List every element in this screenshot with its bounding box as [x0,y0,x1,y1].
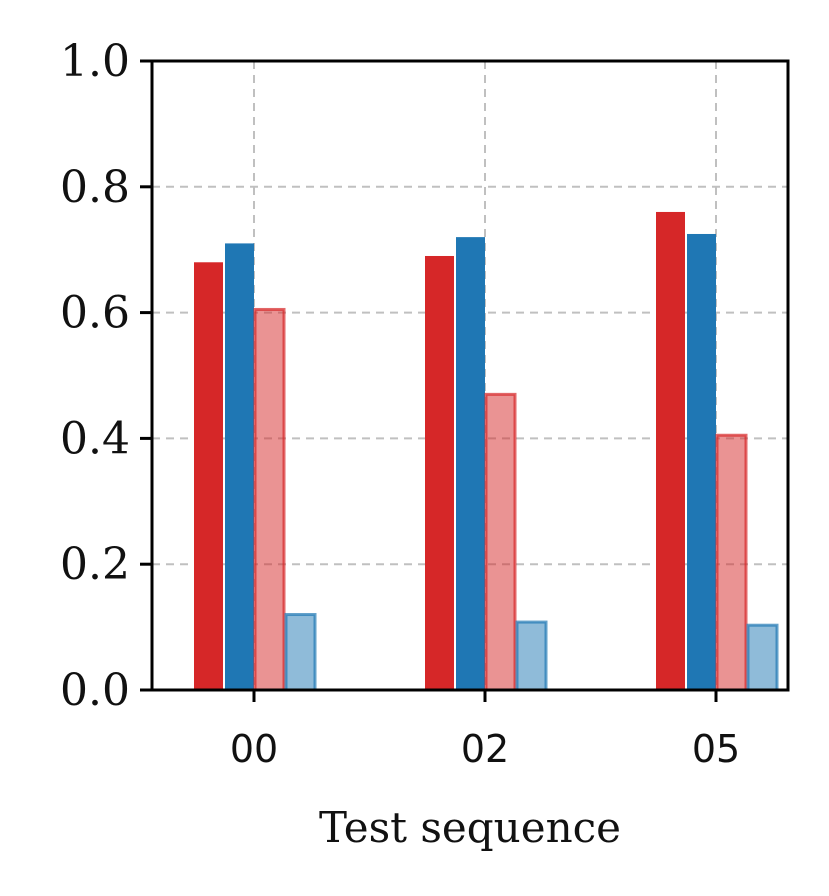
y-tick-label: 0.6 [60,288,130,339]
bar-series-2-00 [225,243,254,690]
y-tick-label: 0.2 [60,539,130,590]
bar-series-4-05 [746,623,779,692]
bar-series-2-02 [456,237,485,690]
x-tick-label: 00 [230,727,278,771]
y-tick-label: 1.0 [60,36,130,87]
bar-series-3-02 [484,392,517,692]
x-axis-label: Test sequence [319,803,621,852]
bar-series-4-00 [284,613,317,692]
bar-series-4-02 [515,620,548,692]
x-tick-label: 05 [692,727,740,771]
bar-series-1-00 [194,262,223,690]
y-tick-label: 0.8 [60,162,130,213]
plot-frame [150,59,790,692]
y-tick-label: 0.4 [60,413,130,464]
bar-series-1-05 [656,211,685,690]
bar-series-2-05 [687,233,716,690]
y-tick-label: 0.0 [60,665,130,716]
x-tick-label: 02 [461,727,509,771]
bar-series-1-02 [425,255,454,691]
bars [194,211,779,692]
bar-series-3-00 [253,307,286,692]
bar-series-3-05 [715,433,748,692]
axis-ticks: 0.0 0.2 0.4 0.6 0.8 1.0 00 02 05 [60,36,740,771]
